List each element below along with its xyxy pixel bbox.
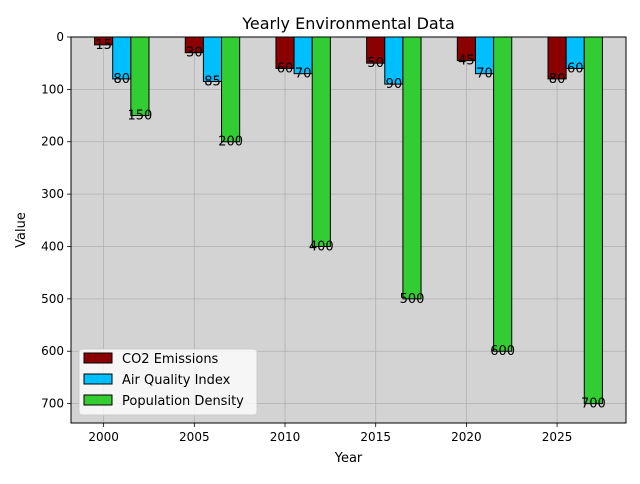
x-tick-label: 2005 — [179, 430, 210, 444]
x-axis-ticks: 2000 2005 2010 2015 2020 2025 — [88, 423, 572, 444]
x-tick-label: 2015 — [360, 430, 391, 444]
y-tick-label: 400 — [41, 239, 64, 253]
legend-swatch — [83, 352, 113, 364]
legend-label: Population Density — [122, 394, 244, 409]
bar — [583, 36, 603, 405]
plot-frame — [70, 36, 627, 424]
chart-title: Yearly Environmental Data — [241, 14, 455, 33]
y-tick-label: 500 — [41, 292, 64, 306]
y-tick-label: 0 — [56, 30, 64, 44]
y-axis-ticks: 0 100 200 300 400 500 600 700 — [41, 30, 71, 411]
bar — [221, 36, 241, 143]
y-tick-label: 600 — [41, 344, 64, 358]
bar-value-label: 85 — [204, 75, 221, 90]
bar-value-label: 90 — [386, 77, 403, 92]
x-tick-label: 2010 — [270, 430, 301, 444]
bar — [402, 36, 422, 300]
legend-label: Air Quality Index — [122, 373, 231, 388]
bar-value-label: 80 — [114, 72, 131, 87]
bar-value-label: 15 — [95, 38, 112, 53]
bar-value-label: 70 — [295, 67, 312, 82]
bar-value-label: 70 — [476, 67, 493, 82]
x-axis-label: Year — [334, 451, 363, 466]
legend-box — [78, 348, 258, 416]
x-tick-label: 2025 — [542, 430, 573, 444]
legend: CO2 Emissions Air Quality Index Population… — [78, 348, 258, 416]
bar-value-label: 60 — [277, 61, 294, 76]
bar-value-label: 500 — [400, 292, 425, 307]
bar-value-label: 80 — [549, 72, 566, 87]
y-tick-label: 300 — [41, 187, 64, 201]
bar-value-label: 700 — [581, 397, 606, 412]
legend-swatch — [83, 373, 113, 385]
y-axis-label: Value — [14, 212, 29, 248]
x-tick-label: 2020 — [451, 430, 482, 444]
bar-value-label: 400 — [309, 239, 334, 254]
bar-value-label: 60 — [567, 61, 584, 76]
bar-value-label: 200 — [218, 135, 243, 150]
bar-value-label: 50 — [367, 56, 384, 71]
y-tick-label: 100 — [41, 82, 64, 96]
bar-value-label: 30 — [186, 46, 203, 61]
bar-value-label: 600 — [490, 344, 515, 359]
x-tick-label: 2000 — [88, 430, 119, 444]
bars — [94, 36, 603, 405]
y-tick-label: 700 — [41, 397, 64, 411]
y-tick-label: 200 — [41, 135, 64, 149]
legend-swatch — [83, 394, 113, 406]
bar-value-label: 150 — [128, 109, 153, 124]
bar — [311, 36, 331, 247]
bar-value-label: 45 — [458, 54, 475, 69]
legend-label: CO2 Emissions — [122, 352, 219, 367]
bar — [130, 36, 150, 117]
bar — [493, 36, 513, 352]
